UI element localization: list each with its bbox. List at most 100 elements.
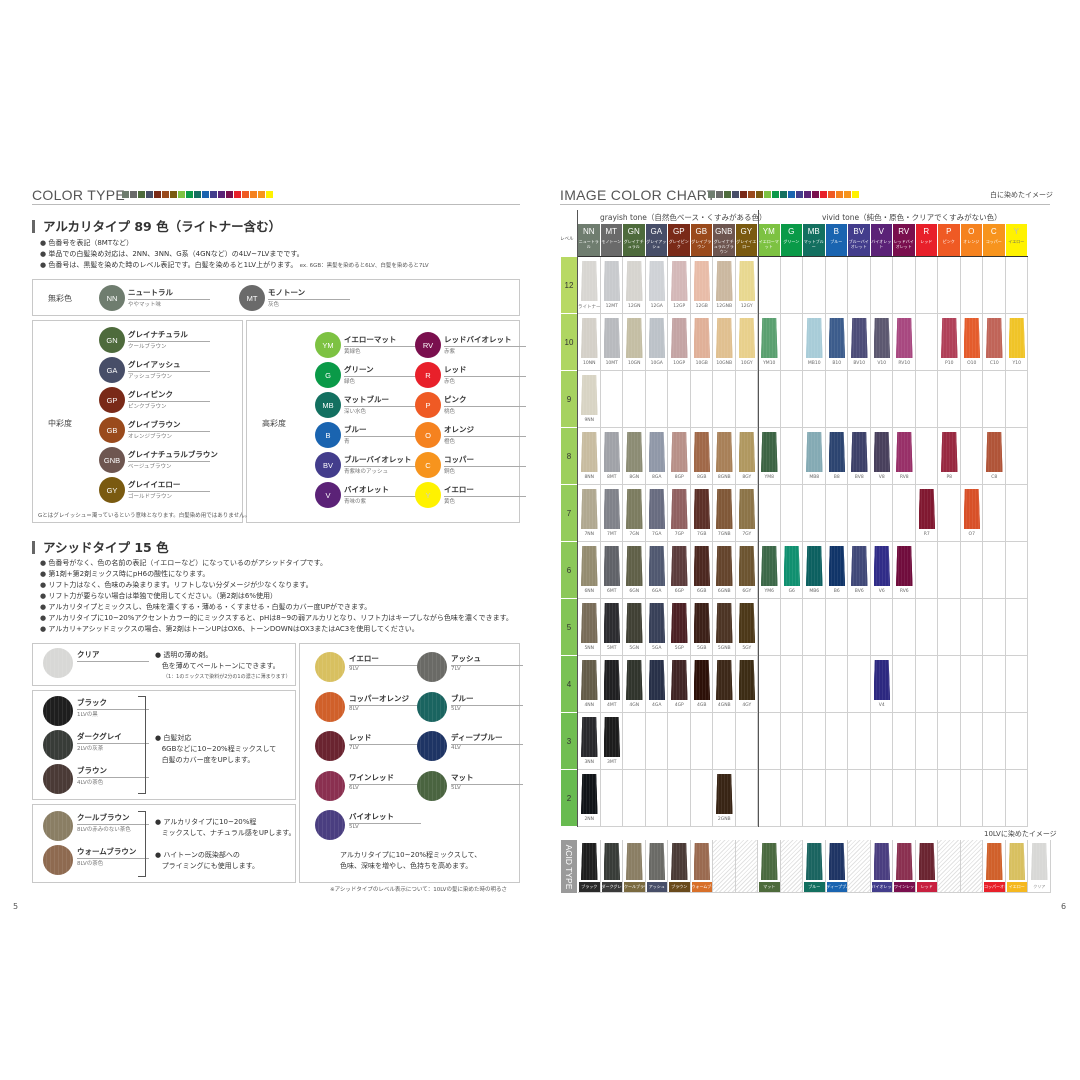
color-swatch [693,318,710,358]
color-desc: 赤色 [444,379,456,385]
chart-cell: 10GY [735,314,758,371]
color-name: ピンク [444,394,526,407]
chart-cell: 10GB [690,314,713,371]
swatch-label: 7GB [697,532,707,537]
color-code-circle: B [315,422,341,448]
chart-cell [848,713,871,770]
swatch-label: 12GNB [716,304,733,309]
chart-cell [893,599,916,656]
color-desc: 深い水色 [344,409,367,415]
color-swatch [626,660,643,700]
color-swatch [671,261,688,301]
chart-cell [803,599,826,656]
chart-cell [825,599,848,656]
acid-swatch-label: コッパーオレンジ [984,882,1005,892]
acid-color-desc: 8LV [349,705,359,712]
color-name: ニュートラル [128,287,210,300]
chart-cell [780,770,803,827]
chart-cell: 4GY [735,656,758,713]
swatch-label: 4GP [674,703,684,708]
acid-color-circle [43,764,73,794]
chart-cell: 12GNB [713,257,736,314]
chart-cell [960,428,983,485]
acid-cell [938,840,961,893]
acid-color-desc: 5LV [451,784,461,791]
swatch-label: ライトナー [578,305,601,310]
chart-cell: 5NN [578,599,601,656]
swatch-label: 10GN [627,361,641,366]
column-name: レッド [920,239,933,244]
swatch-label: 5NN [584,646,595,651]
swatch-label: C10 [989,361,999,366]
strip-swatch [780,191,787,198]
color-name: グレイアッシュ [128,359,210,372]
color-code-circle: MB [315,392,341,418]
color-code-circle: NN [99,285,125,311]
chart-cell [938,656,961,713]
column-name: マットブルー [803,239,824,249]
color-swatch [671,489,688,529]
acid-swatch [986,843,1003,880]
swatch-label: 4GA [652,703,662,708]
chart-cell [1005,257,1028,314]
chart-cell: 5GN [623,599,646,656]
chart-cell [915,371,938,428]
chart-cell [893,713,916,770]
chart-cell: 6GNB [713,542,736,599]
category-achromatic: 無彩色 [48,294,72,303]
acid-cell [713,840,736,893]
chart-cell [1005,371,1028,428]
column-code: GP [672,227,685,236]
color-swatch [828,432,845,472]
column-code: MT [605,227,618,236]
color-swatch [581,432,598,472]
chart-cell: 12GA [645,257,668,314]
chart-cell: 8GP [668,428,691,485]
color-swatch [626,432,643,472]
column-code: RV [898,227,910,236]
level-number: 7 [566,508,572,518]
acid-swatch [671,843,688,880]
chart-cell: BV6 [848,542,871,599]
swatch-label: 3MT [607,760,617,765]
color-code-circle: GA [99,357,125,383]
swatch-label: 6MT [607,589,617,594]
chart-cell [803,371,826,428]
swatch-label: 10GNB [716,361,733,366]
color-swatch [626,546,643,586]
acid-cell: ブルー [803,840,826,893]
bullet: 第1剤+第2剤ミックス時にpH6の酸性になります。 [40,569,513,580]
strip-swatch [242,191,249,198]
color-code-circle: GY [99,477,125,503]
column-header: GNB グレイナチュラルブラウン [713,224,736,256]
color-code-circle: V [315,482,341,508]
color-swatch [693,261,710,301]
chart-cell [735,713,758,770]
swatch-label: 12MT [605,304,618,309]
chart-cell [938,485,961,542]
chart-cell: V10 [870,314,893,371]
color-swatch [648,318,665,358]
color-desc: 灰色 [268,302,280,308]
chart-cell [623,770,646,827]
color-swatch [873,432,890,472]
color-name: グレイピンク [128,389,210,402]
color-desc: 銅色 [444,469,456,475]
swatch-label: 12GA [650,304,663,309]
color-desc: 黄緑色 [344,349,361,355]
strip-swatch [852,191,859,198]
chart-cell: 12GP [668,257,691,314]
color-desc: アッシュブラウン [128,374,173,380]
color-name: グレイナチュラルブラウン [128,449,218,462]
color-swatch [716,432,733,472]
column-header: B ブルー [825,224,848,256]
color-swatch [716,318,733,358]
color-code-circle: BV [315,452,341,478]
clear-text: ● 透明の薄め剤。 色を薄めてペールトーンにできます。 [155,650,280,672]
level-cell: 12 [561,257,577,314]
chart-cell: 4GA [645,656,668,713]
column-code: V [878,227,884,236]
chart-cell [1005,656,1028,713]
bullet: アルカリタイプに10~20%アクセントカラー的にミックスすると、pHは8~9の弱… [40,613,513,624]
color-swatch [603,717,620,757]
